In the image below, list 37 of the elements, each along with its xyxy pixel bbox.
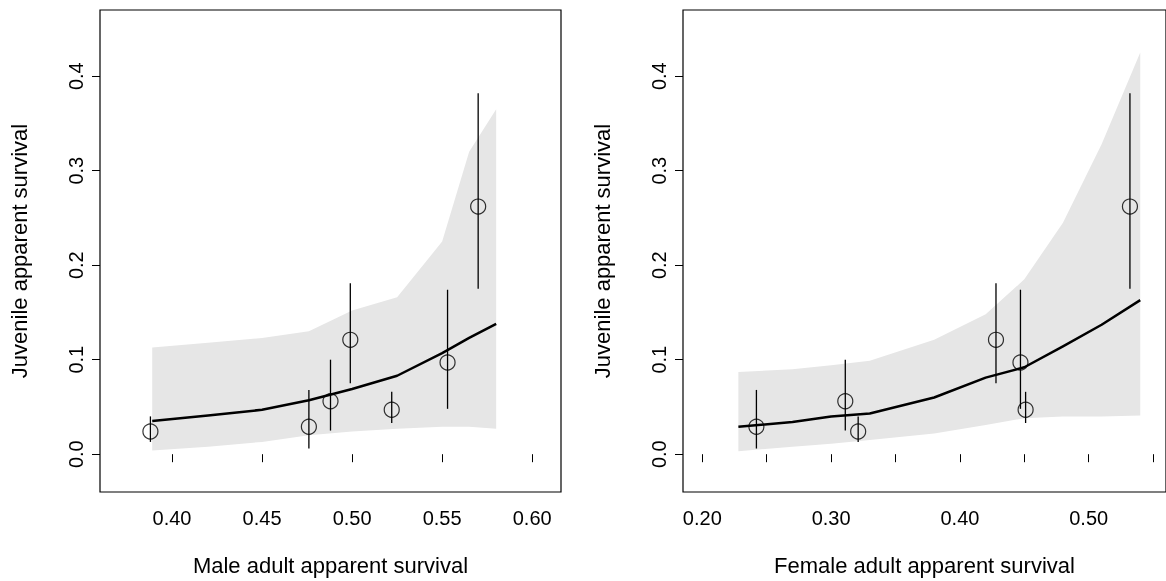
- point: [1017, 401, 1034, 418]
- point: [383, 401, 400, 418]
- x-tick-label: 0.60: [512, 507, 552, 529]
- point: [837, 393, 854, 410]
- y-tick-label: 0.0: [648, 440, 670, 469]
- point: [342, 331, 359, 348]
- y-tick-label: 0.2: [648, 251, 670, 280]
- point: [1121, 198, 1139, 215]
- y-tick-label: 0.4: [648, 62, 670, 91]
- point: [322, 393, 339, 410]
- y-axis-title: Juvenile apparent survival: [6, 123, 32, 379]
- y-tick-label: 0.3: [65, 156, 87, 185]
- point: [748, 418, 765, 435]
- point: [1012, 354, 1029, 371]
- y-tick-label: 0.0: [65, 440, 87, 469]
- y-tick-label: 0.3: [648, 156, 670, 185]
- x-tick-label: 0.50: [332, 507, 372, 529]
- x-axis-title: Male adult apparent survival: [192, 552, 469, 578]
- x-tick-label: 0.40: [940, 507, 980, 529]
- x-tick-label: 0.45: [242, 507, 282, 529]
- y-tick-label: 0.2: [65, 251, 87, 280]
- point: [300, 418, 317, 435]
- x-tick-label: 0.40: [152, 507, 192, 529]
- point: [470, 198, 487, 215]
- y-axis-title: Juvenile apparent survival: [589, 123, 615, 379]
- point: [850, 423, 867, 440]
- x-tick-label: 0.20: [682, 507, 722, 529]
- point: [142, 423, 159, 440]
- point: [987, 331, 1005, 348]
- y-tick-label: 0.4: [65, 62, 87, 91]
- x-tick-label: 0.50: [1069, 507, 1109, 529]
- point: [439, 354, 456, 371]
- y-tick-label: 0.1: [648, 345, 670, 374]
- x-axis-title: Female adult apparent survival: [774, 552, 1075, 578]
- y-tick-label: 0.1: [65, 345, 87, 374]
- x-tick-label: 0.30: [811, 507, 851, 529]
- x-tick-label: 0.55: [422, 507, 462, 529]
